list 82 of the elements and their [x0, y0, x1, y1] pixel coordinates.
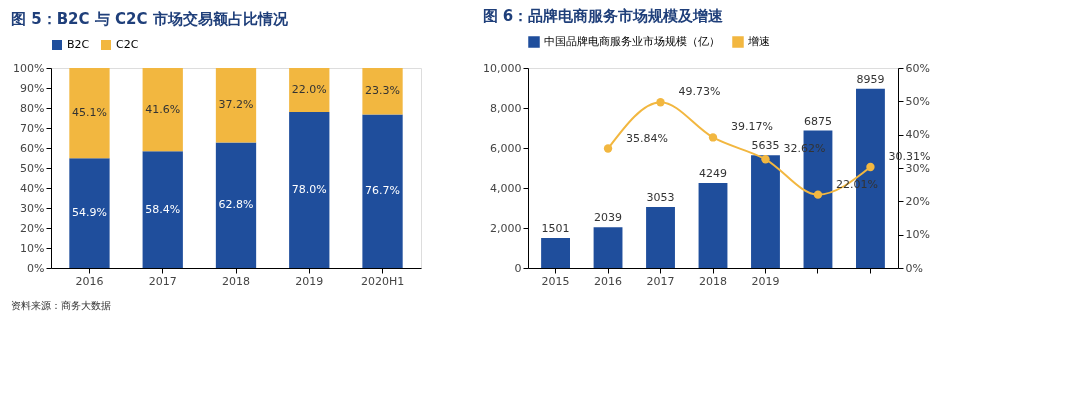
y-tick-label: 6,000	[490, 141, 522, 155]
data-label: 54.9%	[71, 206, 107, 220]
point	[708, 133, 718, 142]
legend-label: B2C	[67, 38, 90, 51]
text: 资料来源：商务大数据	[11, 300, 111, 311]
y-tick-label: 0	[514, 261, 522, 275]
y-tick-label: 4,000	[490, 181, 522, 195]
y2-tick-label: 40%	[905, 128, 930, 142]
chart-title: 图 5：B2C 与 C2C 市场交易额占比情况	[11, 10, 289, 28]
data-label: 23.3%	[365, 84, 401, 98]
bar	[215, 142, 257, 268]
bar	[698, 183, 728, 268]
x-tick-label: 2019	[751, 274, 780, 288]
y2-tick-label: 50%	[905, 94, 930, 108]
point	[813, 190, 823, 199]
point	[656, 98, 665, 107]
y-tick-label: 70%	[20, 121, 45, 135]
point	[866, 162, 875, 172]
y2-tick-label: 20%	[905, 194, 930, 208]
data-label: 45.1%	[71, 106, 107, 120]
bar	[289, 68, 330, 112]
data-label: 37.2%	[218, 98, 254, 112]
y-tick-label: 30%	[20, 201, 45, 215]
y-tick-label: 8,000	[490, 101, 522, 115]
y-tick-label: 20%	[20, 221, 45, 235]
x-tick-label: 2019	[295, 274, 324, 288]
data-label: 3053	[646, 190, 675, 204]
legend-label: 中国品牌电商服务业市场规模（亿）	[544, 35, 720, 48]
bar	[362, 114, 403, 268]
y2-tick-label: 60%	[905, 61, 930, 75]
data-label: 35.84%	[626, 131, 668, 145]
y-tick-label: 10%	[20, 241, 45, 255]
bar	[142, 68, 183, 152]
bar	[289, 112, 330, 268]
bar	[69, 68, 110, 159]
x-tick-label: 2016	[594, 274, 623, 288]
bar	[593, 227, 623, 268]
x-tick-label: 2016	[75, 274, 104, 288]
data-label: 39.17%	[731, 120, 773, 134]
x-tick-label: 2018	[699, 274, 727, 288]
data-label: 4249	[699, 167, 727, 181]
data-label: 58.4%	[145, 202, 181, 216]
chart-title: 图 6：品牌电商服务市场规模及增速	[482, 7, 725, 25]
bar	[646, 206, 675, 268]
x-tick-label: 2017	[148, 274, 177, 288]
data-label: 49.73%	[678, 85, 721, 99]
data-label: 22.0%	[291, 83, 327, 96]
data-label: 8959	[856, 72, 885, 86]
data-label: 76.7%	[365, 184, 401, 198]
data-label: 5635	[751, 139, 780, 153]
x-tick-label: 2015	[541, 274, 570, 288]
data-label: 1501	[541, 221, 570, 235]
legend-label: 增速	[747, 35, 770, 48]
y2-tick-label: 0%	[905, 261, 923, 275]
y-tick-label: 60%	[20, 141, 45, 155]
y2-tick-label: 10%	[905, 228, 930, 242]
x-tick-label: 2020H1	[360, 274, 405, 288]
y2-tick-label: 30%	[905, 161, 930, 175]
y-tick-label: 100%	[13, 61, 45, 75]
bar	[751, 155, 780, 268]
y-tick-label: 40%	[20, 181, 45, 195]
point	[603, 144, 613, 153]
y-tick-label: 90%	[20, 81, 45, 95]
x-tick-label: 2017	[646, 274, 675, 288]
bar	[215, 68, 257, 143]
bar	[142, 151, 183, 268]
y-tick-label: 2,000	[490, 221, 522, 235]
data-label: 78.0%	[291, 183, 327, 196]
data-label: 41.6%	[145, 102, 181, 116]
y-tick-label: 0%	[27, 261, 45, 275]
point	[761, 155, 770, 164]
bar	[362, 68, 403, 115]
data-label: 6875	[803, 114, 832, 128]
bar	[69, 158, 110, 268]
data-label: 62.8%	[218, 198, 254, 212]
legend-label: C2C	[116, 38, 139, 51]
data-label: 2039	[594, 211, 623, 225]
y-tick-label: 80%	[20, 101, 45, 115]
x-tick-label: 2018	[222, 274, 250, 288]
y-tick-label: 50%	[20, 161, 45, 175]
bar	[541, 237, 570, 268]
y-tick-label: 10,000	[483, 61, 522, 75]
